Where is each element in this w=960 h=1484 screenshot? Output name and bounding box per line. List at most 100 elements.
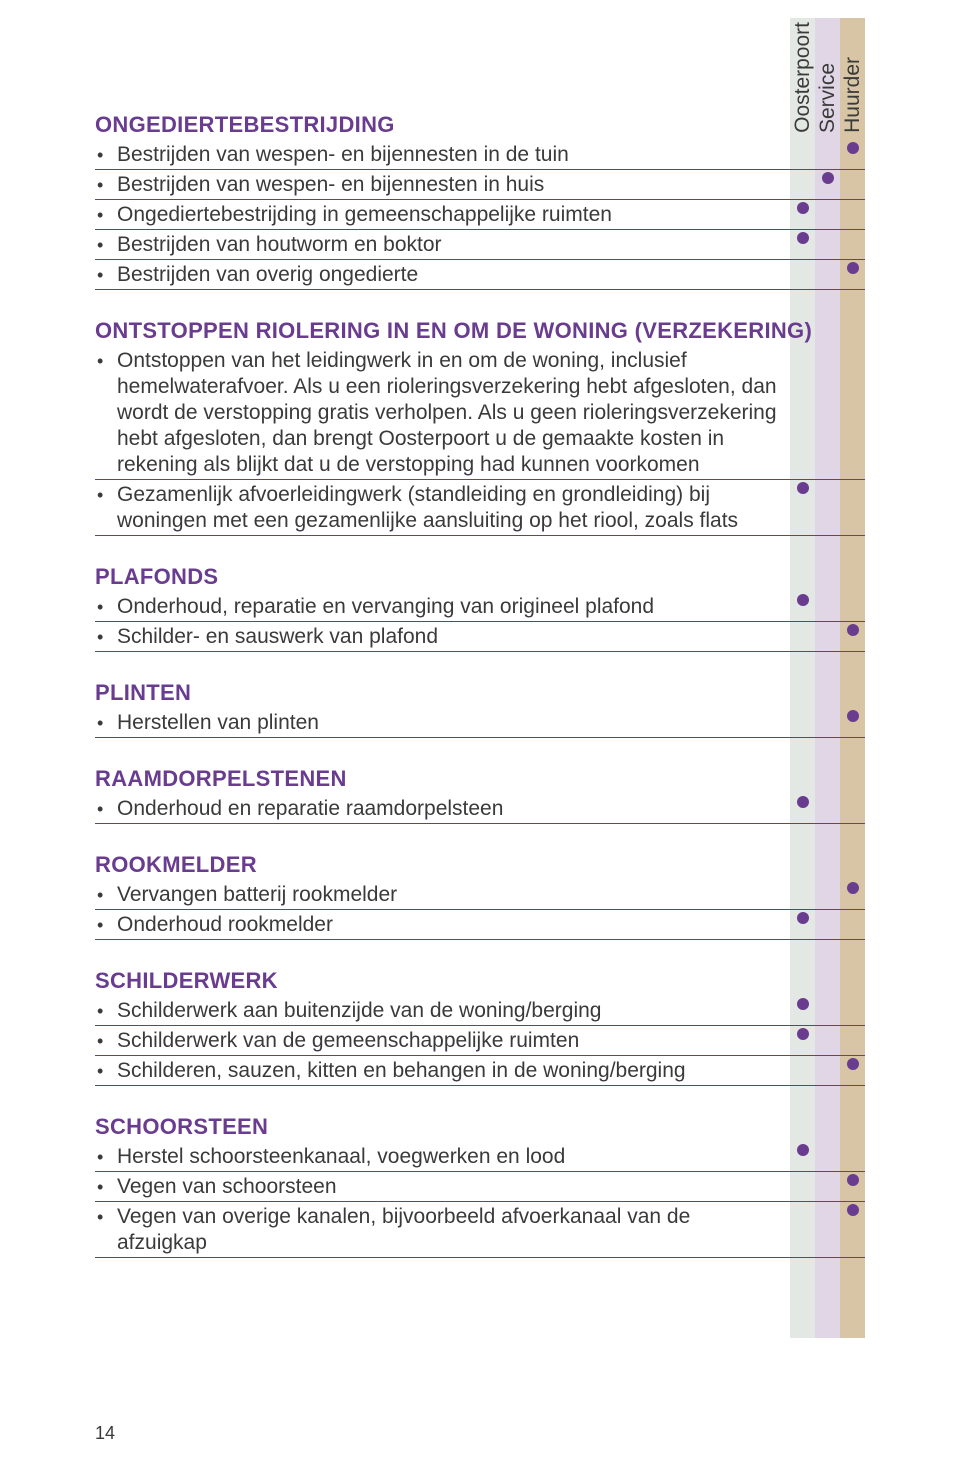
item-label: Onderhoud en reparatie raamdorpelsteen <box>117 796 790 822</box>
mark-dot-icon <box>797 998 809 1010</box>
mark-cell <box>790 1174 815 1186</box>
item-label: Bestrijden van houtworm en boktor <box>117 232 790 258</box>
section-title: RAAMDORPELSTENEN <box>95 766 865 792</box>
mark-cell <box>815 624 840 636</box>
section-title: SCHOORSTEEN <box>95 1114 865 1140</box>
page: Oosterpoort Service Huurder ONGEDIERTEBE… <box>0 0 960 1484</box>
mark-dot-icon <box>847 142 859 154</box>
mark-dot-icon <box>847 1204 859 1216</box>
marks <box>790 482 865 494</box>
bullet-icon: • <box>95 594 117 620</box>
marks <box>790 998 865 1010</box>
marks <box>790 1058 865 1070</box>
mark-cell <box>790 1204 815 1216</box>
marks <box>790 1144 865 1156</box>
mark-cell <box>815 594 840 606</box>
mark-dot-icon <box>797 482 809 494</box>
list-item: •Herstel schoorsteenkanaal, voegwerken e… <box>95 1142 865 1172</box>
mark-cell <box>815 202 840 214</box>
mark-cell <box>790 142 815 154</box>
marks <box>790 710 865 722</box>
mark-cell <box>815 882 840 894</box>
list-item: •Schilderwerk van de gemeenschappelijke … <box>95 1026 865 1056</box>
bullet-icon: • <box>95 882 117 908</box>
mark-cell <box>840 262 865 274</box>
mark-cell <box>790 1028 815 1040</box>
list-item: •Schilderwerk aan buitenzijde van de won… <box>95 996 865 1026</box>
bullet-icon: • <box>95 142 117 168</box>
item-label: Schilder- en sauswerk van plafond <box>117 624 790 650</box>
list-item: •Schilderen, sauzen, kitten en behangen … <box>95 1056 865 1086</box>
bullet-icon: • <box>95 998 117 1024</box>
mark-cell <box>840 202 865 214</box>
bullet-icon: • <box>95 172 117 198</box>
item-label: Herstel schoorsteenkanaal, voegwerken en… <box>117 1144 790 1170</box>
mark-cell <box>815 710 840 722</box>
mark-cell <box>815 142 840 154</box>
list-item: •Onderhoud, reparatie en vervanging van … <box>95 592 865 622</box>
mark-cell <box>840 232 865 244</box>
mark-dot-icon <box>797 232 809 244</box>
bullet-icon: • <box>95 1058 117 1084</box>
mark-cell <box>840 594 865 606</box>
section-title: ROOKMELDER <box>95 852 865 878</box>
list-item: •Vegen van schoorsteen <box>95 1172 865 1202</box>
list-item: •Schilder- en sauswerk van plafond <box>95 622 865 652</box>
mark-cell <box>790 624 815 636</box>
item-label: Schilderwerk aan buitenzijde van de woni… <box>117 998 790 1024</box>
mark-cell <box>790 172 815 184</box>
mark-cell <box>815 1204 840 1216</box>
bullet-icon: • <box>95 262 117 288</box>
mark-cell <box>815 998 840 1010</box>
bullet-icon: • <box>95 232 117 258</box>
bullet-icon: • <box>95 1174 117 1200</box>
mark-cell <box>790 232 815 244</box>
mark-cell <box>840 1204 865 1216</box>
list-item: •Ontstoppen van het leidingwerk in en om… <box>95 346 865 480</box>
marks <box>790 882 865 894</box>
mark-cell <box>790 710 815 722</box>
mark-cell <box>815 482 840 494</box>
marks <box>790 232 865 244</box>
item-label: Bestrijden van wespen- en bijennesten in… <box>117 142 790 168</box>
item-label: Ongediertebestrijding in gemeenschappeli… <box>117 202 790 228</box>
mark-dot-icon <box>847 1174 859 1186</box>
marks <box>790 796 865 808</box>
item-label: Vegen van overige kanalen, bijvoorbeeld … <box>117 1204 790 1256</box>
mark-cell <box>790 1144 815 1156</box>
mark-dot-icon <box>797 594 809 606</box>
page-number: 14 <box>95 1423 115 1444</box>
mark-cell <box>790 912 815 924</box>
item-label: Vervangen batterij rookmelder <box>117 882 790 908</box>
bullet-icon: • <box>95 348 117 374</box>
mark-dot-icon <box>847 710 859 722</box>
mark-cell <box>840 624 865 636</box>
mark-dot-icon <box>847 882 859 894</box>
mark-cell <box>840 482 865 494</box>
marks <box>790 1028 865 1040</box>
list-item: •Gezamenlijk afvoerleidingwerk (standlei… <box>95 480 865 536</box>
marks <box>790 262 865 274</box>
list-item: •Bestrijden van houtworm en boktor <box>95 230 865 260</box>
mark-cell <box>815 796 840 808</box>
item-label: Bestrijden van wespen- en bijennesten in… <box>117 172 790 198</box>
mark-cell <box>840 912 865 924</box>
mark-dot-icon <box>797 1144 809 1156</box>
item-label: Bestrijden van overig ongedierte <box>117 262 790 288</box>
mark-cell <box>840 882 865 894</box>
section-title: PLAFONDS <box>95 564 865 590</box>
bullet-icon: • <box>95 710 117 736</box>
mark-cell <box>790 998 815 1010</box>
bullet-icon: • <box>95 912 117 938</box>
mark-cell <box>840 172 865 184</box>
bullet-icon: • <box>95 796 117 822</box>
list-item: •Onderhoud rookmelder <box>95 910 865 940</box>
mark-dot-icon <box>847 262 859 274</box>
list-item: •Herstellen van plinten <box>95 708 865 738</box>
mark-cell <box>790 796 815 808</box>
item-label: Herstellen van plinten <box>117 710 790 736</box>
mark-cell <box>815 1174 840 1186</box>
item-label: Vegen van schoorsteen <box>117 1174 790 1200</box>
list-item: •Vegen van overige kanalen, bijvoorbeeld… <box>95 1202 865 1258</box>
mark-cell <box>840 1028 865 1040</box>
